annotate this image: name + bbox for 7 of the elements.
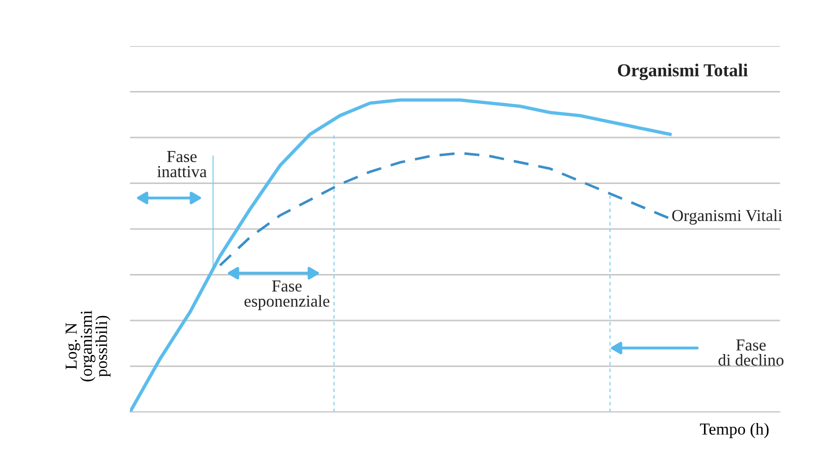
annotation: Fase inattiva [157,151,207,178]
annotation: Fase esponenziale [244,280,330,310]
y-axis-title: Log. N (organismi possibili) [66,310,110,382]
text: Fase di declino [718,340,784,366]
series-label: Organismi Vitali [672,209,782,225]
text: Organismi Totali [618,64,748,80]
x-axis-title: Tempo (h) [700,422,769,438]
